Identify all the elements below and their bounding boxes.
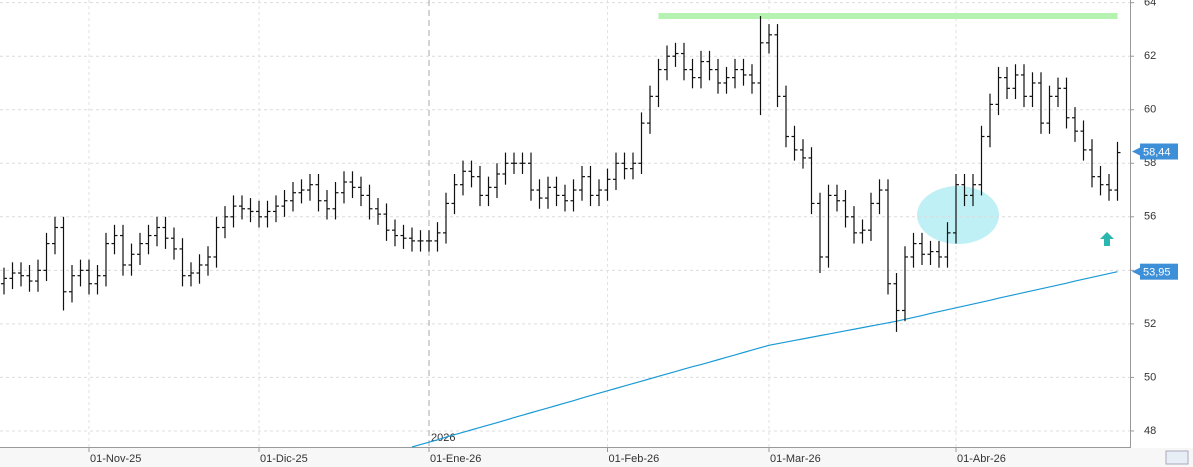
x-tick-label: 01-Nov-25 <box>90 453 141 465</box>
y-tick-label: 60 <box>1144 104 1156 116</box>
price-tag-pointer <box>1132 267 1140 276</box>
y-tick-label: 56 <box>1144 211 1156 223</box>
price-tag-label: 53,95 <box>1143 267 1171 279</box>
price-tag-pointer <box>1132 147 1140 156</box>
x-tick-label: 01-Abr-26 <box>957 453 1006 465</box>
moving-average-line <box>411 271 1118 448</box>
y-tick-label: 48 <box>1144 425 1156 437</box>
x-tick-label: 01-Feb-26 <box>609 453 660 465</box>
y-tick-label: 62 <box>1144 50 1156 62</box>
y-tick-label: 64 <box>1144 0 1156 9</box>
y-tick-label: 52 <box>1144 318 1156 330</box>
x-tick-label: 01-Dic-25 <box>260 453 308 465</box>
up-arrow <box>1100 232 1114 246</box>
scroll-button[interactable] <box>1165 450 1189 465</box>
x-axis-band <box>0 448 1193 467</box>
y-tick-label: 58 <box>1144 157 1156 169</box>
y-tick-label: 50 <box>1144 371 1156 383</box>
x-tick-label: 01-Ene-26 <box>430 453 481 465</box>
price-tag-label: 58,44 <box>1143 146 1171 158</box>
highlight-ellipse <box>917 186 999 244</box>
price-tag <box>1140 263 1178 280</box>
x-tick-label: 01-Mar-26 <box>770 453 821 465</box>
price-tag <box>1140 143 1178 160</box>
